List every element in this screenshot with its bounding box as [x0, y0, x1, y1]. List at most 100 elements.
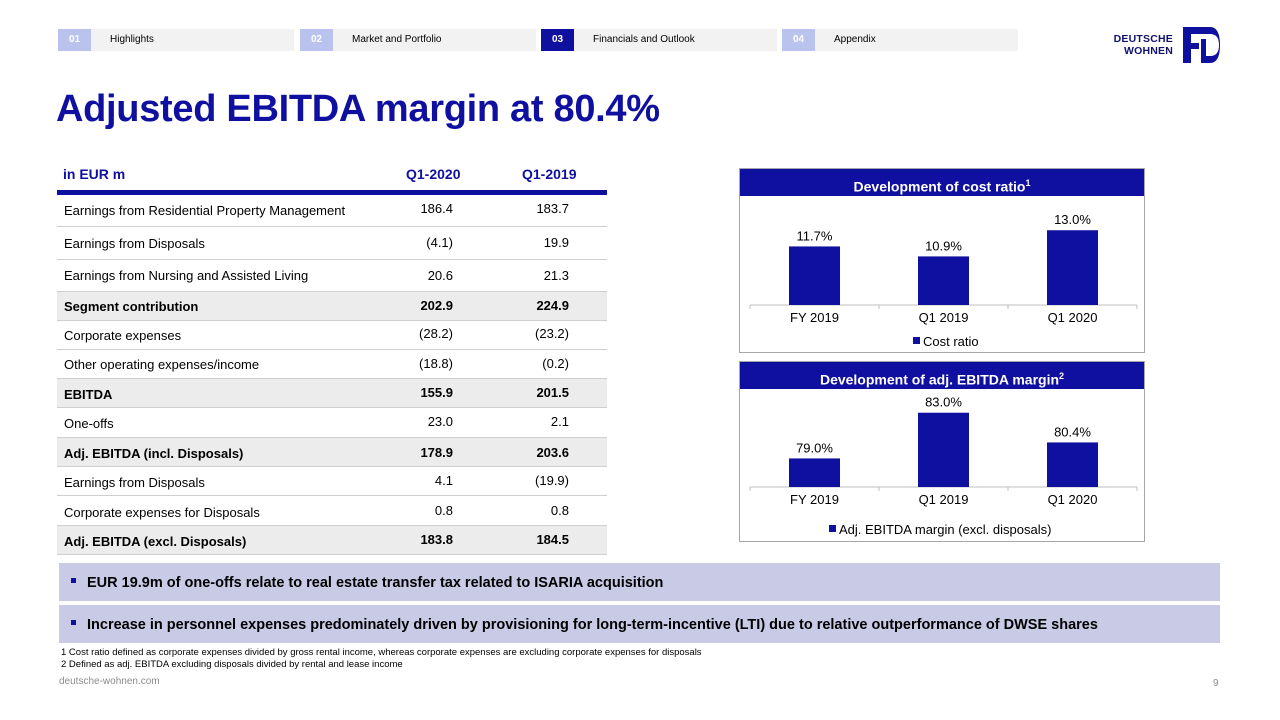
table-header-divider: [57, 190, 607, 195]
table-row: One-offs 23.0 2.1: [57, 408, 607, 438]
table-row: Earnings from Disposals (4.1) 19.9: [57, 227, 607, 260]
ebitda-margin-chart-panel: Development of adj. EBITDA margin2 79.0%…: [739, 361, 1145, 542]
row-value-q1-2020: 202.9: [420, 298, 453, 313]
nav-tab-number: 03: [541, 29, 574, 51]
x-tick-label: FY 2019: [790, 492, 839, 507]
row-value-q1-2020: (28.2): [419, 326, 453, 341]
row-label: Adj. EBITDA (incl. Disposals): [64, 446, 244, 461]
logo-mark-icon: [1183, 27, 1220, 63]
row-value-q1-2019: 183.7: [536, 201, 569, 216]
row-label: One-offs: [64, 416, 114, 431]
row-label: Earnings from Residential Property Manag…: [64, 203, 346, 218]
table-header-unit: in EUR m: [63, 166, 126, 182]
row-value-q1-2020: 183.8: [420, 532, 453, 547]
nav-tab-financials-and-outlook[interactable]: 03 Financials and Outlook: [541, 29, 777, 51]
data-label: 79.0%: [796, 440, 833, 455]
nav-tab-market-and-portfolio[interactable]: 02 Market and Portfolio: [300, 29, 536, 51]
table-row-total: Adj. EBITDA (excl. Disposals) 183.8 184.…: [57, 526, 607, 555]
row-label: Segment contribution: [64, 299, 199, 314]
bar: [789, 458, 840, 487]
bar: [1047, 230, 1098, 305]
bar: [918, 412, 969, 487]
data-label: 13.0%: [1054, 212, 1091, 227]
cost-ratio-chart: 11.7% FY 2019 10.9% Q1 2019 13.0% Q1 2020 Cost…: [749, 212, 1138, 349]
table-header-q1-2019: Q1-2019: [522, 166, 577, 182]
page-number: 9: [1213, 678, 1219, 689]
page-title: Adjusted EBITDA margin at 80.4%: [56, 88, 660, 130]
data-label: 10.9%: [925, 238, 962, 253]
row-value-q1-2019: 2.1: [550, 414, 569, 429]
bar: [789, 246, 840, 305]
legend-label: Adj. EBITDA margin (excl. disposals): [839, 522, 1051, 537]
data-label: 83.0%: [925, 395, 962, 410]
cost-ratio-chart-title: Development of cost ratio1: [740, 169, 1144, 196]
bullet-icon: [71, 578, 76, 583]
row-label: Corporate expenses for Disposals: [64, 505, 260, 520]
table-row: Corporate expenses (28.2) (23.2): [57, 321, 607, 350]
row-value-q1-2019: 21.3: [543, 268, 569, 283]
row-label: Earnings from Disposals: [64, 475, 205, 490]
row-value-q1-2019: 201.5: [536, 385, 569, 400]
company-logo: DEUTSCHE WOHNEN: [1110, 24, 1225, 68]
bar: [918, 256, 969, 305]
row-label: Other operating expenses/income: [64, 357, 260, 372]
x-tick-label: FY 2019: [790, 310, 839, 325]
row-value-q1-2019: (0.2): [542, 356, 569, 371]
row-value-q1-2020: 186.4: [420, 201, 453, 216]
chart-title-footnote-ref: 2: [1059, 371, 1065, 381]
nav-tab-label: Market and Portfolio: [352, 34, 442, 45]
ebitda-margin-chart-title: Development of adj. EBITDA margin2: [740, 362, 1144, 389]
x-tick-label: Q1 2019: [919, 310, 969, 325]
footnote-2: 2 Defined as adj. EBITDA excluding dispo…: [61, 659, 403, 670]
row-value-q1-2019: (19.9): [535, 473, 569, 488]
row-value-q1-2020: 178.9: [420, 445, 453, 460]
nav-tab-highlights[interactable]: 01 Highlights: [58, 29, 294, 51]
table-row-subtotal: EBITDA 155.9 201.5: [57, 379, 607, 408]
chart-title-footnote-ref: 1: [1025, 178, 1031, 188]
footnote-1: 1 Cost ratio defined as corporate expens…: [61, 647, 702, 658]
x-tick-label: Q1 2020: [1048, 310, 1098, 325]
table-header-q1-2020: Q1-2020: [406, 166, 461, 182]
row-value-q1-2020: 23.0: [427, 414, 453, 429]
key-message-text: Increase in personnel expenses predomina…: [87, 617, 1098, 633]
row-value-q1-2020: (18.8): [419, 356, 453, 371]
table-row-subtotal: Adj. EBITDA (incl. Disposals) 178.9 203.…: [57, 438, 607, 467]
row-label: Adj. EBITDA (excl. Disposals): [64, 534, 247, 549]
logo-text-line1: DEUTSCHE: [1113, 33, 1173, 45]
key-message-box-1: EUR 19.9m of one-offs relate to real est…: [59, 563, 1220, 601]
row-value-q1-2019: 184.5: [536, 532, 569, 547]
row-label: Earnings from Nursing and Assisted Livin…: [64, 268, 309, 283]
row-value-q1-2019: 203.6: [536, 445, 569, 460]
chart-title-text: Development of adj. EBITDA margin: [819, 371, 1060, 388]
table-row: Earnings from Nursing and Assisted Livin…: [57, 260, 607, 292]
bullet-icon: [71, 620, 76, 625]
bar: [1047, 442, 1098, 487]
chart-title-text: Development of cost ratio: [853, 178, 1026, 195]
row-value-q1-2020: 0.8: [434, 503, 453, 518]
row-label: Corporate expenses: [64, 328, 182, 343]
table-row: Earnings from Disposals 4.1 (19.9): [57, 467, 607, 496]
row-label: EBITDA: [64, 387, 113, 402]
key-message-text: EUR 19.9m of one-offs relate to real est…: [87, 575, 664, 591]
row-value-q1-2020: 155.9: [420, 385, 453, 400]
x-tick-label: Q1 2019: [919, 492, 969, 507]
nav-tab-appendix[interactable]: 04 Appendix: [782, 29, 1018, 51]
nav-tab-label: Financials and Outlook: [593, 34, 695, 45]
nav-tab-label: Appendix: [834, 34, 876, 45]
row-value-q1-2019: 19.9: [543, 235, 569, 250]
nav-tab-number: 01: [58, 29, 91, 51]
nav-tab-number: 04: [782, 29, 815, 51]
nav-tab-number: 02: [300, 29, 333, 51]
footer-website-link[interactable]: deutsche-wohnen.com: [59, 676, 160, 687]
cost-ratio-chart-panel: Development of cost ratio1 11.7% FY 2019 1…: [739, 168, 1145, 353]
legend-label: Cost ratio: [923, 334, 979, 349]
legend-swatch: [829, 525, 836, 532]
key-message-box-2: Increase in personnel expenses predomina…: [59, 605, 1220, 643]
table-row: Corporate expenses for Disposals 0.8 0.8: [57, 496, 607, 526]
table-row: Earnings from Residential Property Manag…: [57, 195, 607, 227]
x-tick-label: Q1 2020: [1048, 492, 1098, 507]
row-value-q1-2020: 4.1: [434, 473, 453, 488]
row-value-q1-2019: 0.8: [550, 503, 569, 518]
table-row: Other operating expenses/income (18.8) (…: [57, 350, 607, 379]
data-label: 11.7%: [797, 228, 833, 243]
